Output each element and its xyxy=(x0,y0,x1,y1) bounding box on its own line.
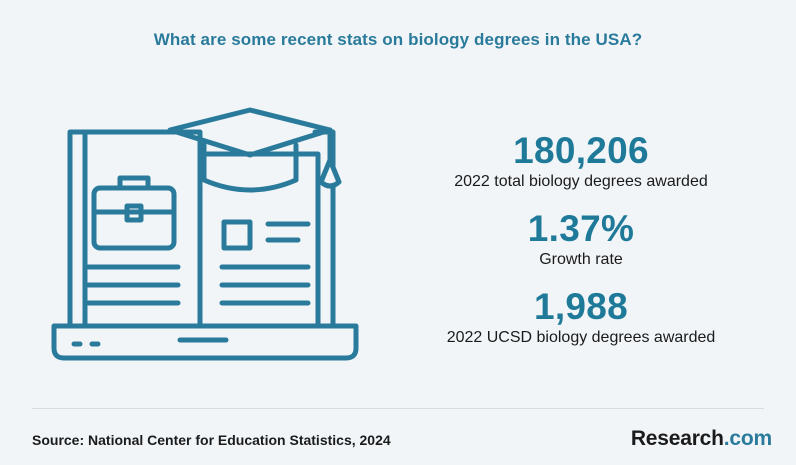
source-citation: Source: National Center for Education St… xyxy=(32,432,391,448)
stat-label: Growth rate xyxy=(539,251,623,268)
brand-suffix: .com xyxy=(723,427,772,450)
stats-panel: 180,206 2022 total biology degrees award… xyxy=(406,130,756,348)
document-icon xyxy=(219,219,311,306)
stat-total-degrees: 180,206 2022 total biology degrees award… xyxy=(406,130,756,192)
stat-value: 180,206 xyxy=(513,130,649,171)
footer-divider xyxy=(32,408,764,409)
stat-value: 1,988 xyxy=(533,286,629,327)
brand-logo[interactable]: Research.com xyxy=(631,427,772,451)
briefcase-icon xyxy=(91,175,177,251)
laptop-icon xyxy=(67,129,156,329)
stat-growth-rate: 1.37% Growth rate xyxy=(406,208,756,270)
graduation-cap-icon xyxy=(167,107,342,193)
stat-ucsd-degrees: 1,988 2022 UCSD biology degrees awarded xyxy=(406,286,756,348)
page-title: What are some recent stats on biology de… xyxy=(153,30,643,49)
stat-value: 1.37% xyxy=(527,208,635,249)
stat-label: 2022 total biology degrees awarded xyxy=(454,173,708,190)
laptop-graduation-illustration xyxy=(51,107,359,361)
stat-label: 2022 UCSD biology degrees awarded xyxy=(446,329,716,346)
brand-name: Research xyxy=(630,427,724,450)
